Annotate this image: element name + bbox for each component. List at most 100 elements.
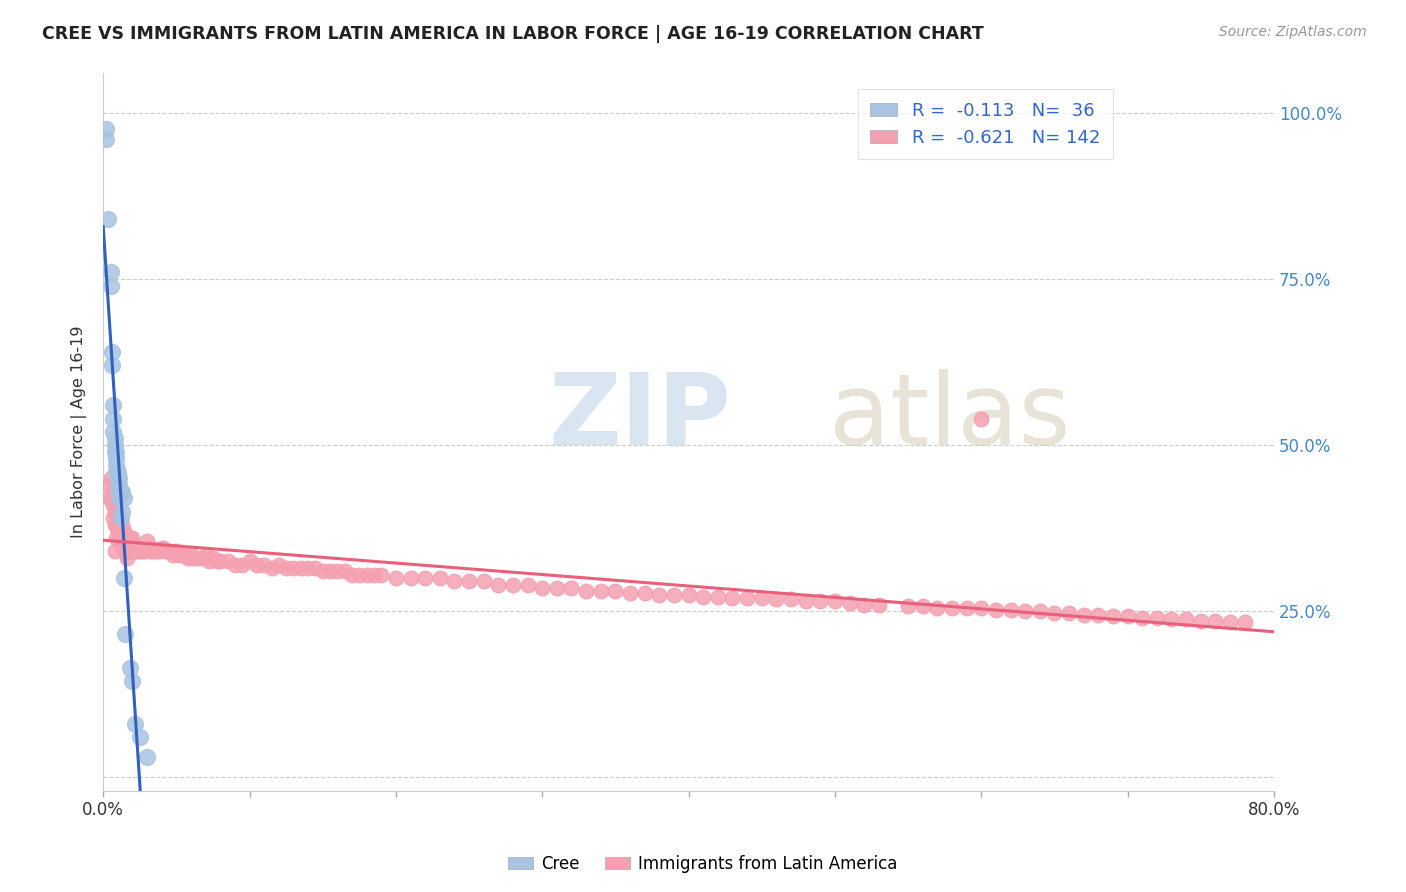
Point: [385, 571, 408, 585]
Point: [312, 565, 335, 579]
Point: [162, 548, 184, 562]
Point: [370, 567, 392, 582]
Point: [112, 544, 135, 558]
Point: [110, 531, 132, 545]
Point: [94, 132, 117, 146]
Point: [122, 538, 145, 552]
Point: [970, 600, 993, 615]
Text: atlas: atlas: [830, 369, 1071, 466]
Point: [101, 345, 124, 359]
Point: [911, 599, 934, 613]
Point: [224, 558, 246, 572]
Point: [399, 571, 422, 585]
Point: [276, 561, 298, 575]
Point: [104, 491, 127, 506]
Point: [413, 571, 436, 585]
Point: [619, 585, 641, 599]
Point: [194, 548, 217, 562]
Point: [107, 491, 129, 506]
Point: [246, 558, 269, 572]
Point: [217, 554, 239, 568]
Point: [1219, 615, 1241, 630]
Point: [100, 278, 122, 293]
Point: [260, 561, 283, 575]
Point: [808, 594, 831, 608]
Point: [662, 588, 685, 602]
Point: [721, 591, 744, 605]
Point: [98, 491, 121, 506]
Point: [138, 541, 160, 555]
Point: [100, 265, 122, 279]
Point: [297, 561, 319, 575]
Point: [1073, 607, 1095, 622]
Point: [110, 517, 132, 532]
Point: [363, 567, 385, 582]
Point: [104, 444, 127, 458]
Point: [1057, 606, 1080, 620]
Point: [735, 591, 758, 605]
Point: [107, 511, 129, 525]
Point: [1233, 615, 1256, 630]
Point: [103, 411, 125, 425]
Point: [105, 444, 128, 458]
Point: [100, 471, 122, 485]
Point: [897, 599, 920, 613]
Point: [107, 471, 129, 485]
Point: [187, 551, 209, 566]
Point: [1146, 611, 1168, 625]
Point: [124, 541, 146, 555]
Point: [103, 425, 125, 439]
Point: [115, 551, 138, 566]
Point: [707, 590, 730, 604]
Point: [648, 588, 671, 602]
Point: [201, 551, 224, 566]
Point: [751, 591, 773, 605]
Point: [283, 561, 305, 575]
Point: [143, 544, 166, 558]
Point: [1189, 614, 1212, 628]
Point: [970, 411, 993, 425]
Point: [153, 544, 176, 558]
Point: [145, 544, 167, 558]
Point: [941, 600, 963, 615]
Point: [152, 541, 174, 555]
Point: [1130, 611, 1153, 625]
Point: [326, 565, 349, 579]
Point: [1116, 608, 1139, 623]
Point: [267, 558, 290, 572]
Point: [118, 544, 141, 558]
Point: [141, 541, 163, 555]
Point: [868, 598, 890, 612]
Point: [333, 565, 356, 579]
Point: [1000, 603, 1022, 617]
Point: [443, 574, 465, 589]
Point: [955, 600, 977, 615]
Legend: Cree, Immigrants from Latin America: Cree, Immigrants from Latin America: [502, 848, 904, 880]
Point: [114, 627, 136, 641]
Point: [231, 558, 253, 572]
Point: [104, 544, 127, 558]
Point: [128, 541, 150, 555]
Point: [927, 600, 949, 615]
Point: [97, 212, 120, 227]
Point: [105, 517, 128, 532]
Point: [136, 534, 159, 549]
Point: [112, 524, 135, 539]
Point: [105, 451, 128, 466]
Point: [108, 517, 131, 532]
Point: [129, 544, 152, 558]
Point: [103, 498, 125, 512]
Text: ZIP: ZIP: [548, 369, 731, 466]
Point: [516, 577, 538, 591]
Point: [304, 561, 326, 575]
Point: [105, 458, 128, 472]
Point: [575, 584, 598, 599]
Point: [319, 565, 342, 579]
Point: [172, 548, 194, 562]
Point: [103, 484, 125, 499]
Point: [678, 588, 700, 602]
Point: [290, 561, 312, 575]
Point: [111, 538, 134, 552]
Point: [111, 484, 134, 499]
Point: [1087, 607, 1109, 622]
